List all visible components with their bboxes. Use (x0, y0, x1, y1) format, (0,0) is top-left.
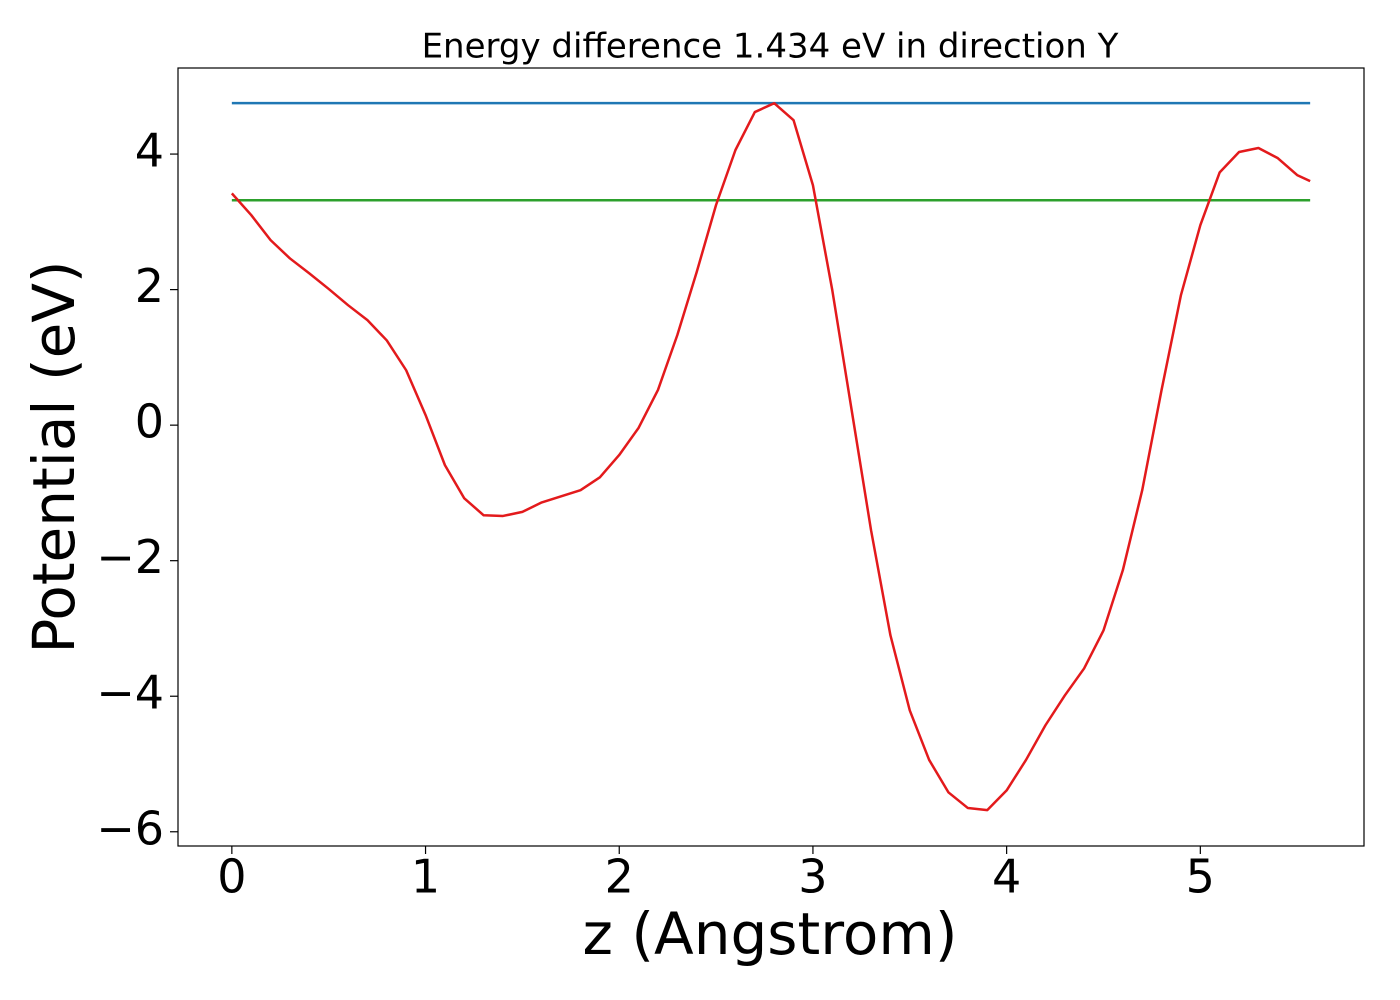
plot-frame (177, 67, 1365, 847)
x-axis-label: z (Angstrom) (583, 900, 958, 968)
x-tick-label: 1 (411, 850, 440, 904)
y-axis-label: Potential (eV) (20, 260, 88, 653)
line-series (230, 101, 1311, 812)
x-tick-label: 0 (217, 850, 246, 904)
y-tick-label: 2 (135, 259, 164, 313)
y-tick-label: −2 (96, 530, 164, 584)
x-tick-label: 3 (798, 850, 827, 904)
y-tick-label: −6 (96, 801, 164, 855)
x-tick-label: 4 (992, 850, 1021, 904)
x-tick-label: 5 (1186, 850, 1215, 904)
chart-title: Energy difference 1.434 eV in direction … (422, 27, 1119, 67)
x-tick-label: 2 (605, 850, 634, 904)
y-tick-label: −4 (96, 666, 164, 720)
y-tick-label: 4 (135, 124, 164, 178)
y-tick-label: 0 (135, 395, 164, 449)
